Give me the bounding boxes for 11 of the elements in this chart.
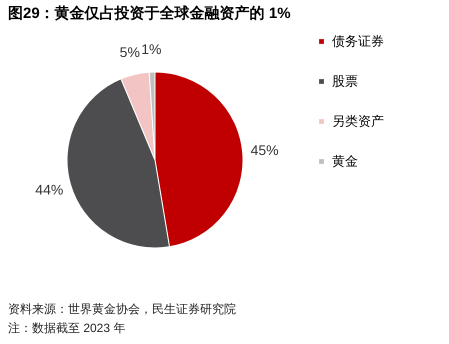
legend-label: 黄金 [332,154,358,168]
data-label: 5% [120,44,140,60]
text: 注：数据截至 2023 年 [8,320,126,337]
legend-label: 债务证券 [332,34,384,48]
text: 资料来源：世界黄金协会，民生证券研究院 [8,301,236,318]
legend-label: 另类资产 [332,114,384,128]
legend-label: 股票 [332,74,358,88]
data-label: 45% [250,142,279,158]
data-label: 44% [35,182,64,198]
chart-title: 图29：黄金仅占投资于全球金融资产的 1% [8,4,291,23]
data-label: 1% [141,41,162,58]
